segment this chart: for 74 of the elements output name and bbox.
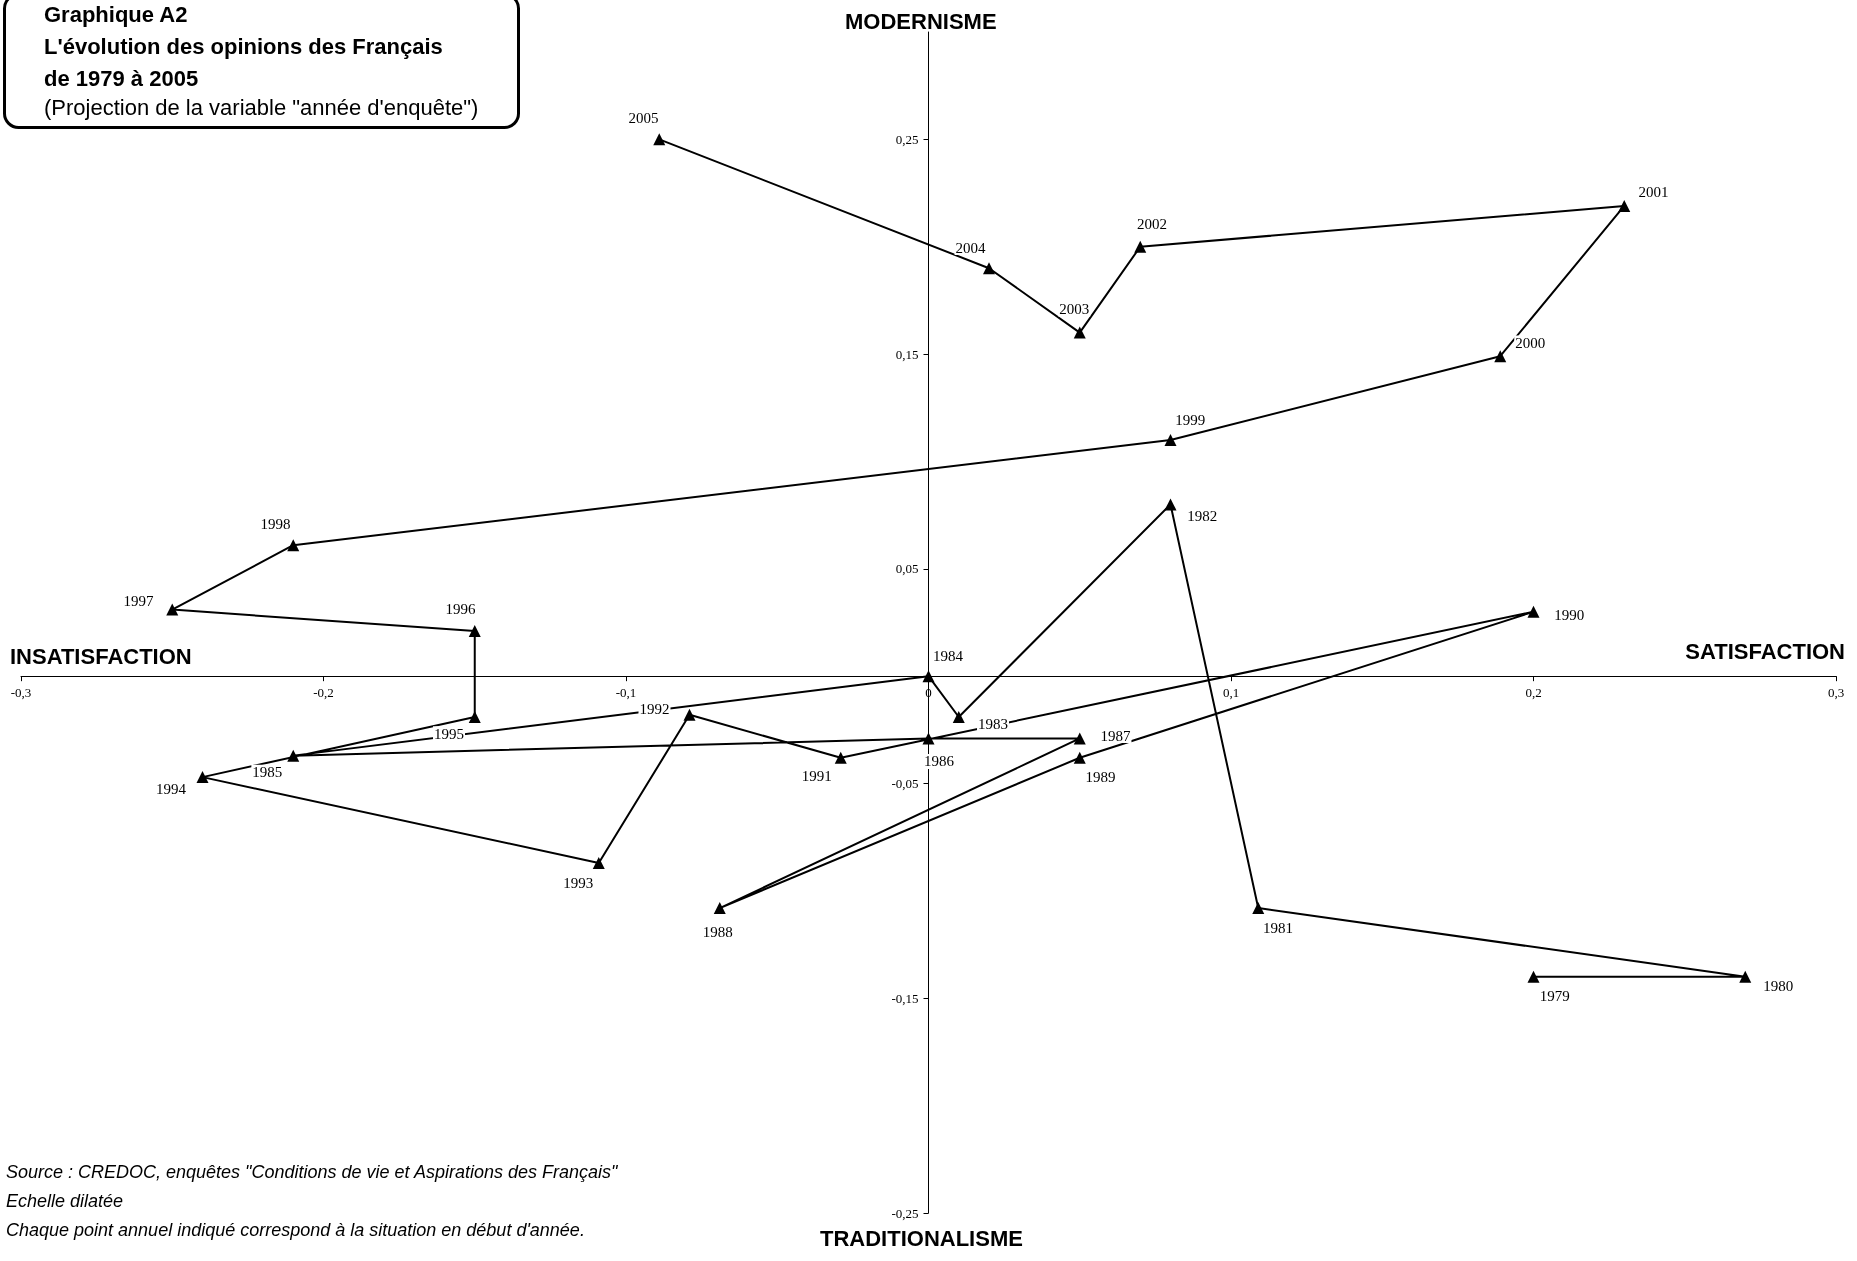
annotation: 1979 [1539,988,1570,1005]
annotation: 1994 [155,780,187,797]
annotation: 1987 [1100,727,1131,744]
point [834,751,847,764]
point [653,133,666,146]
x-tick-label: 0,3 [1827,685,1845,701]
point [1073,751,1086,764]
point [1252,902,1265,915]
point [592,856,605,869]
annotation: 1981 [1262,920,1293,937]
annotation: 1982 [1187,507,1218,524]
point [468,625,481,638]
x-tick-label: -0,2 [313,685,334,701]
annotation: INSATISFACTION [10,643,192,669]
point [713,902,726,915]
point [1073,732,1086,745]
x-tick-label: 0,2 [1525,685,1542,701]
annotation: 1991 [801,767,832,784]
point [683,708,696,721]
annotation: 1984 [932,647,964,664]
x-tick-label: -0,3 [10,685,32,701]
y-tick-label: -0,15 [891,990,919,1006]
annotation: 1985 [252,764,283,781]
annotation: 2002 [1137,216,1168,233]
annotation: Source : CREDOC, enquêtes "Conditions de vie et Aspirations des Français" [6,1162,620,1182]
text: (Projection de la variable "année d'enquête") [44,94,479,120]
text: Chaque point annuel indiqué correspond à la situation en début d'année. [6,1220,585,1240]
annotation: 1983 [978,716,1009,733]
point [1073,326,1086,339]
point [1527,970,1540,983]
annotation: 1992 [639,701,670,718]
point [922,732,935,745]
point [1618,199,1631,212]
x-tick-label: -0,1 [615,685,637,701]
point [287,749,300,762]
annotation: 1998 [260,516,291,533]
point [1134,240,1147,253]
text: TRADITIONALISME [820,1225,1023,1251]
annotation: 1996 [445,601,476,618]
point [1164,433,1177,446]
annotation: 1993 [563,874,594,891]
annotation: 2001 [1638,183,1669,200]
chart-title: Graphique A2 L'évolution des opinions des Français de 1979 à 2005 [44,1,443,91]
y-tick-label: -0,25 [891,1205,919,1221]
point [1164,498,1177,511]
y-tick-label: -0,05 [891,776,919,792]
annotation: 1999 [1175,411,1206,428]
annotation: 1986 [924,753,955,770]
annotation: Echelle dilatée [6,1191,124,1211]
annotation: 1990 [1554,606,1585,623]
annotation: 1989 [1085,769,1116,786]
annotation: SATISFACTION [1685,638,1846,664]
point [922,670,935,683]
annotation: 2003 [1059,300,1090,317]
annotation: 2000 [1515,334,1546,351]
point [166,603,179,616]
annotation: 2004 [955,239,987,256]
annotation: 1995 [434,725,465,742]
point [1494,350,1507,363]
point [287,539,300,552]
point [983,262,995,275]
annotation: MODERNISME [845,8,997,34]
annotation: 1980 [1763,978,1794,995]
point [952,710,965,723]
y-tick-label: 0,15 [895,346,919,362]
x-tick-label: 0,1 [1222,685,1240,701]
point [1739,970,1752,983]
y-tick-label: 0,25 [895,131,919,147]
annotation: 2005 [628,109,659,126]
point [196,771,209,784]
y-tick-label: 0,05 [895,561,919,577]
annotation: 1988 [702,924,733,941]
annotation: 1997 [123,593,155,610]
point [1527,605,1540,618]
